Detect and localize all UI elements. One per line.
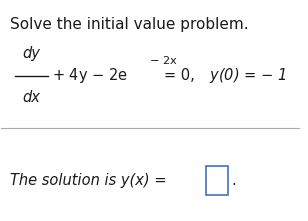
Text: $-$ 2x: $-$ 2x	[149, 54, 178, 66]
Text: dy: dy	[22, 46, 40, 61]
Text: The solution is y(x) =: The solution is y(x) =	[10, 173, 167, 188]
Text: y(0) = $-$ 1: y(0) = $-$ 1	[209, 66, 286, 85]
Text: Solve the initial value problem.: Solve the initial value problem.	[10, 17, 249, 32]
Text: + 4y $-$ 2e: + 4y $-$ 2e	[52, 66, 128, 85]
Text: dx: dx	[22, 90, 40, 105]
FancyBboxPatch shape	[206, 166, 228, 194]
Text: .: .	[231, 173, 236, 188]
Text: = 0,: = 0,	[164, 68, 195, 83]
